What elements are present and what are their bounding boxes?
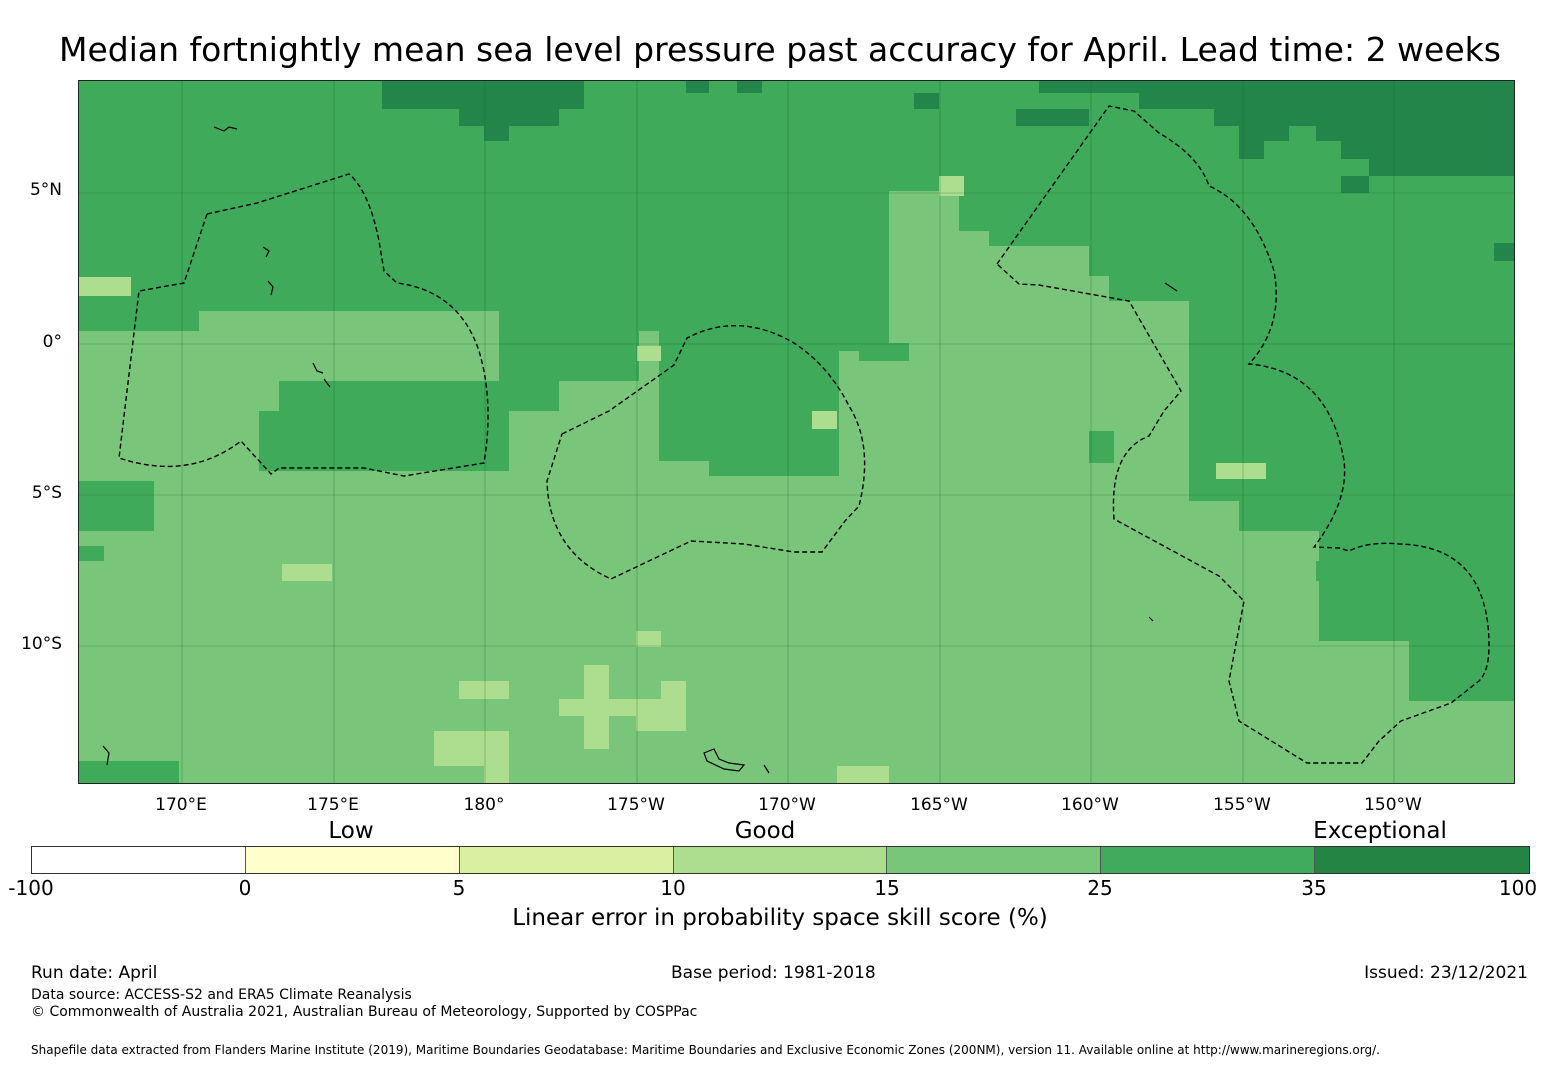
lon-label-165w: 165°W (910, 795, 968, 815)
colorbar-bin (1101, 847, 1316, 873)
colorbar-bin (1315, 847, 1529, 873)
lat-label-5s: 5°S (31, 483, 62, 503)
island-coastlines (102, 126, 1178, 774)
colorbar-bin (459, 847, 674, 873)
colorbar-label: Linear error in probability space skill … (512, 905, 1048, 931)
base-period: Base period: 1981-2018 (671, 963, 876, 983)
colorbar-bin (32, 847, 246, 873)
colorbar-bin (245, 847, 460, 873)
category-low: Low (328, 818, 374, 844)
copyright-notice: © Commonwealth of Australia 2021, Austra… (31, 1004, 698, 1020)
lon-label-175w: 175°W (607, 795, 665, 815)
samoa-coastline (703, 748, 746, 772)
colorbar-tick: 10 (660, 876, 686, 900)
lon-label-175e: 175°E (307, 795, 359, 815)
skill-score-map (79, 81, 1514, 783)
colorbar-bin (673, 847, 888, 873)
colorbar-tick: 100 (1498, 876, 1538, 900)
skill-35-100-regions (382, 81, 1514, 261)
lat-label-5n: 5°N (29, 180, 62, 200)
boundary-wallis-futuna (546, 324, 866, 580)
lat-label-0: 0° (42, 332, 62, 352)
colorbar-tick: 15 (874, 876, 900, 900)
lon-label-180: 180° (463, 795, 505, 815)
colorbar-tick: 35 (1301, 876, 1327, 900)
data-source: Data source: ACCESS-S2 and ERA5 Climate … (31, 987, 412, 1003)
boundary-kiribati-phoenix (996, 105, 1490, 764)
colorbar-tick: -100 (8, 876, 54, 900)
skill-10-15-regions (79, 176, 1266, 783)
colorbar-tick: 25 (1087, 876, 1113, 900)
lat-label-10s: 10°S (21, 634, 62, 654)
map-title: Median fortnightly mean sea level pressu… (59, 30, 1501, 69)
skill-15-25-regions (79, 176, 1514, 783)
eez-boundaries (118, 105, 1490, 764)
colorbar-bin (887, 847, 1102, 873)
lon-label-170e: 170°E (155, 795, 207, 815)
colorbar-tick: 0 (238, 876, 252, 900)
run-date: Run date: April (31, 963, 158, 983)
map-panel[interactable] (78, 80, 1515, 784)
category-good: Good (734, 818, 796, 844)
shapefile-credit: Shapefile data extracted from Flanders M… (31, 1043, 1380, 1057)
lon-label-150w: 150°W (1364, 795, 1422, 815)
skill-25-35-patches (79, 276, 1514, 783)
colorbar (31, 846, 1530, 874)
lon-label-170w: 170°W (758, 795, 816, 815)
lon-label-160w: 160°W (1061, 795, 1119, 815)
colorbar-tick: 5 (452, 876, 466, 900)
lon-label-155w: 155°W (1213, 795, 1271, 815)
issued-date: Issued: 23/12/2021 (1364, 963, 1528, 983)
category-exceptional: Exceptional (1313, 818, 1447, 844)
graticule (79, 81, 1514, 783)
